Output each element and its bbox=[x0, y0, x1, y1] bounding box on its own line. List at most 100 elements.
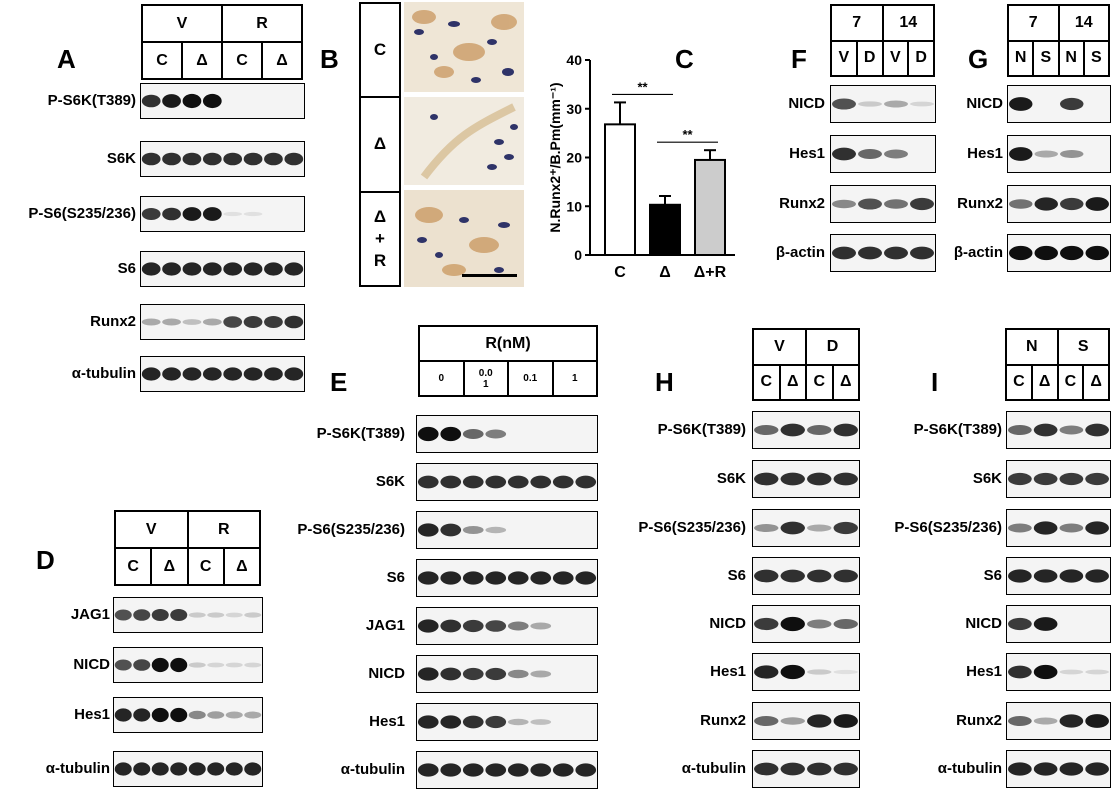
band bbox=[552, 763, 574, 777]
band bbox=[284, 152, 304, 166]
lane-label: Δ bbox=[261, 43, 301, 78]
band bbox=[182, 93, 202, 109]
group-label-delta-r: Δ + R bbox=[361, 190, 399, 285]
blot-label: S6K bbox=[106, 150, 136, 167]
blot-label: Runx2 bbox=[90, 313, 136, 330]
blot-strip bbox=[416, 703, 598, 741]
concentration-title: R(nM) bbox=[485, 334, 531, 352]
band bbox=[207, 612, 225, 618]
lane-label: C bbox=[221, 43, 261, 78]
band bbox=[440, 715, 462, 729]
band bbox=[575, 763, 597, 777]
blot-label: Runx2 bbox=[779, 195, 825, 212]
band bbox=[754, 472, 779, 486]
band bbox=[1008, 523, 1032, 533]
band bbox=[1059, 714, 1084, 728]
band bbox=[485, 526, 507, 534]
band bbox=[417, 571, 439, 585]
band bbox=[114, 659, 132, 671]
band bbox=[530, 571, 552, 585]
band bbox=[858, 198, 882, 210]
blot-strip bbox=[416, 463, 598, 501]
band bbox=[833, 669, 858, 675]
band bbox=[417, 426, 439, 442]
band bbox=[264, 262, 283, 276]
band bbox=[141, 262, 161, 276]
blot-label: Runx2 bbox=[957, 195, 1003, 212]
blot-strip bbox=[1007, 85, 1111, 123]
blot-strip bbox=[1006, 509, 1111, 547]
band bbox=[202, 318, 222, 326]
band bbox=[807, 524, 832, 532]
blot-strip bbox=[113, 697, 263, 733]
band bbox=[243, 315, 263, 329]
band bbox=[1085, 669, 1109, 675]
blot-strip bbox=[416, 751, 598, 789]
band bbox=[1085, 423, 1109, 437]
band bbox=[440, 523, 462, 537]
lane-label: D bbox=[907, 41, 933, 75]
blot-strip bbox=[830, 135, 936, 173]
band bbox=[440, 619, 462, 633]
band bbox=[462, 667, 484, 681]
band bbox=[182, 367, 202, 381]
panel-a-header: V R C Δ C Δ bbox=[141, 4, 303, 80]
band bbox=[530, 670, 552, 678]
band bbox=[530, 475, 552, 489]
band bbox=[141, 94, 161, 108]
lane-label: 0.1 bbox=[507, 362, 552, 395]
blot-label: Runx2 bbox=[956, 712, 1002, 729]
band bbox=[807, 472, 832, 486]
band bbox=[1085, 521, 1109, 535]
band bbox=[417, 523, 439, 537]
panel-e-header: R(nM) 0 0.0 1 0.1 1 bbox=[418, 325, 598, 397]
band bbox=[284, 315, 304, 329]
band bbox=[485, 667, 507, 681]
band bbox=[1059, 762, 1084, 776]
band bbox=[1085, 472, 1109, 486]
band bbox=[833, 714, 858, 728]
band bbox=[223, 316, 243, 328]
band bbox=[507, 475, 529, 489]
band bbox=[244, 711, 262, 719]
panel-h-header: V D C Δ C Δ bbox=[752, 328, 860, 401]
band bbox=[552, 571, 574, 585]
band bbox=[858, 246, 882, 260]
band bbox=[417, 763, 439, 777]
band bbox=[207, 662, 225, 668]
band bbox=[884, 246, 908, 260]
lane-label: C bbox=[156, 51, 168, 69]
band bbox=[780, 521, 805, 535]
blot-label: β-actin bbox=[775, 244, 825, 261]
blot-strip bbox=[416, 655, 598, 693]
band bbox=[462, 428, 484, 440]
band bbox=[133, 609, 151, 621]
blot-label: P-S6(S235/236) bbox=[28, 205, 136, 222]
blot-strip bbox=[113, 751, 263, 787]
group-label: 7 bbox=[852, 13, 862, 31]
blot-label: NICD bbox=[368, 665, 405, 682]
band bbox=[162, 318, 181, 326]
band bbox=[243, 367, 263, 381]
blot-strip bbox=[752, 411, 860, 449]
band bbox=[223, 152, 243, 166]
lane-label: C bbox=[186, 549, 223, 584]
band bbox=[832, 147, 856, 161]
band bbox=[910, 197, 934, 211]
blot-strip bbox=[140, 304, 305, 340]
band bbox=[1034, 197, 1058, 211]
band bbox=[114, 609, 132, 621]
lane-label: Δ bbox=[222, 549, 259, 584]
band bbox=[151, 657, 169, 673]
x-tick-label: Δ+R bbox=[694, 264, 727, 281]
blot-strip bbox=[830, 185, 936, 223]
blot-label: S6 bbox=[117, 260, 136, 277]
lane-label: 0.0 1 bbox=[462, 362, 508, 395]
blot-strip bbox=[140, 83, 305, 119]
band bbox=[780, 423, 805, 437]
band bbox=[170, 657, 188, 673]
lane-label: V bbox=[881, 41, 908, 75]
band bbox=[1085, 714, 1109, 728]
band bbox=[264, 152, 283, 166]
band bbox=[244, 612, 262, 618]
